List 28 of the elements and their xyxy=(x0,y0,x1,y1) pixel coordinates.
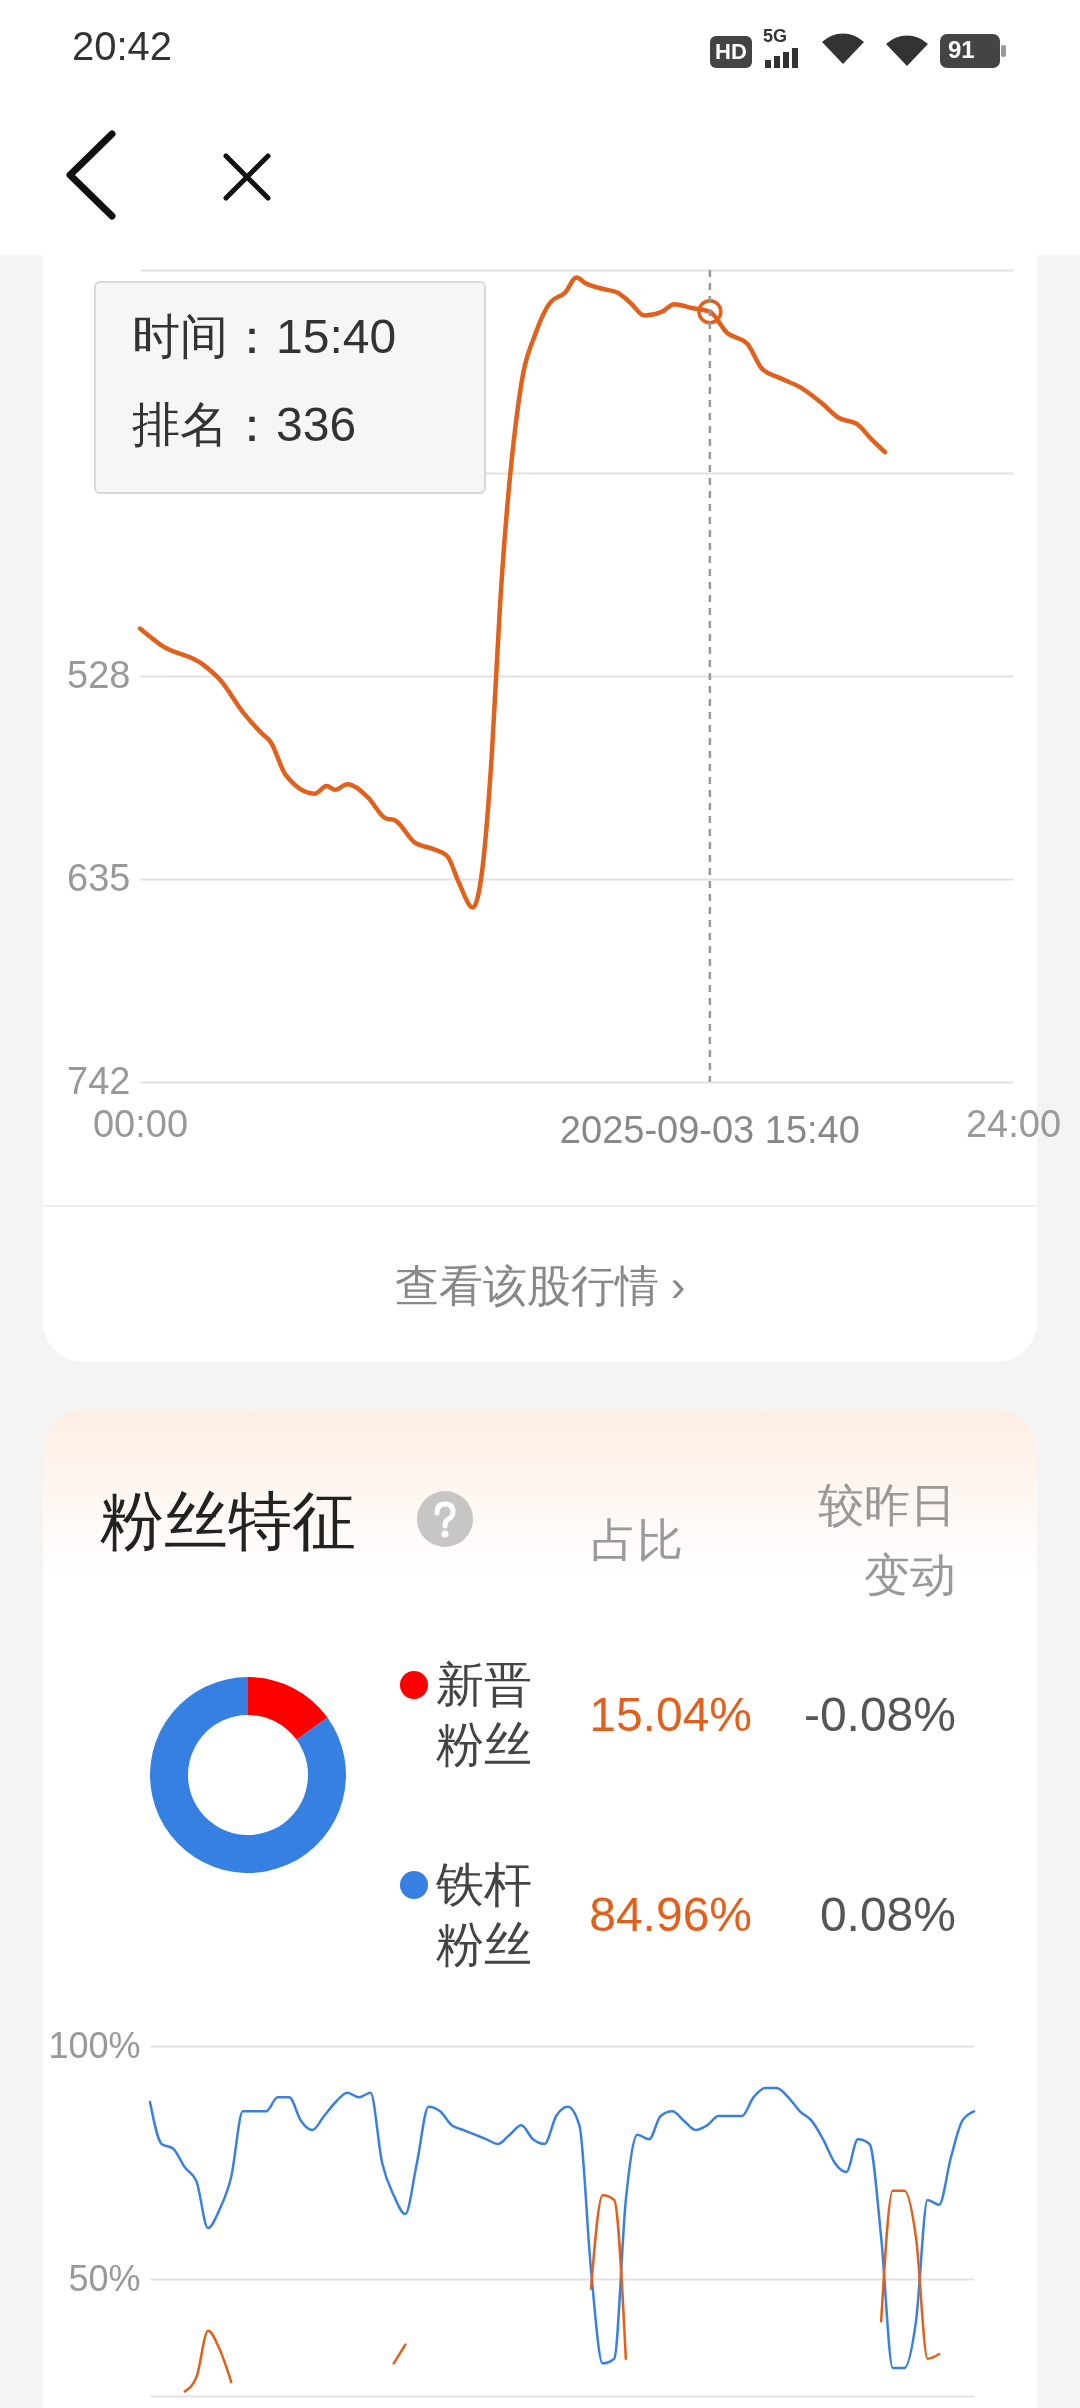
y-tick-label: 742 xyxy=(67,1059,131,1102)
annotation: 时间：15:40 xyxy=(132,309,397,365)
text: 0.08% xyxy=(818,1887,956,1942)
text: 20:42 xyxy=(72,24,173,69)
text: 占比 xyxy=(590,1513,684,1568)
line-series xyxy=(148,2086,976,2370)
y-tick-label: 100% xyxy=(48,2024,141,2066)
text: 较昨日变动 xyxy=(817,1478,956,1603)
y-tick-label: 528 xyxy=(67,653,131,696)
data-label: 84.96% xyxy=(588,1887,752,1942)
donut-slice xyxy=(150,1677,346,1873)
y-tick-label: 50% xyxy=(68,2257,141,2299)
legend-label: 铁杆粉丝 xyxy=(436,1857,533,1973)
text: 查看该股行情 › xyxy=(393,1260,687,1312)
legend-label: 新晋粉丝 xyxy=(436,1657,533,1773)
y-tick-label: 635 xyxy=(67,856,131,899)
x-tick-label: 00:00 xyxy=(92,1102,189,1145)
text: 5G xyxy=(763,26,788,47)
x-tick-label: 24:00 xyxy=(965,1102,1062,1145)
tooltip-box: 时间：15:40 排名：336 xyxy=(94,281,486,494)
text: -0.08% xyxy=(802,1687,956,1742)
annotation: 排名：336 xyxy=(132,397,357,453)
donut-slice xyxy=(248,1677,328,1740)
chart-title: 粉丝特征 xyxy=(100,1484,356,1559)
ref-line-label: 2025-09-03 15:40 xyxy=(559,1109,860,1151)
data-label: 15.04% xyxy=(588,1687,752,1742)
text: 91 xyxy=(948,36,975,64)
text: HD xyxy=(710,36,752,68)
